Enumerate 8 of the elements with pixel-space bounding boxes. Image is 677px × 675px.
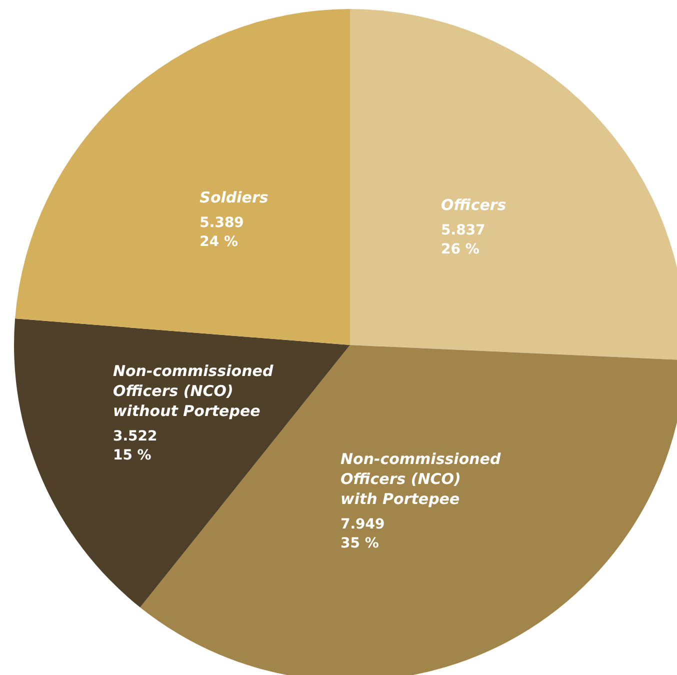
slice-label: Non-commissioned Officers (NCO) without Portepee (112, 362, 274, 420)
data-label: 5.837 26 % (441, 222, 486, 258)
data-label: 5.389 24 % (200, 214, 244, 250)
slice-label: Soldiers (200, 188, 268, 206)
data-label: 7.949 35 % (340, 516, 385, 552)
slice-label: Officers (441, 196, 506, 214)
slice-label: Non-commissioned Officers (NCO) with Portepee (340, 450, 501, 508)
data-label: 3.522 15 % (112, 428, 158, 464)
